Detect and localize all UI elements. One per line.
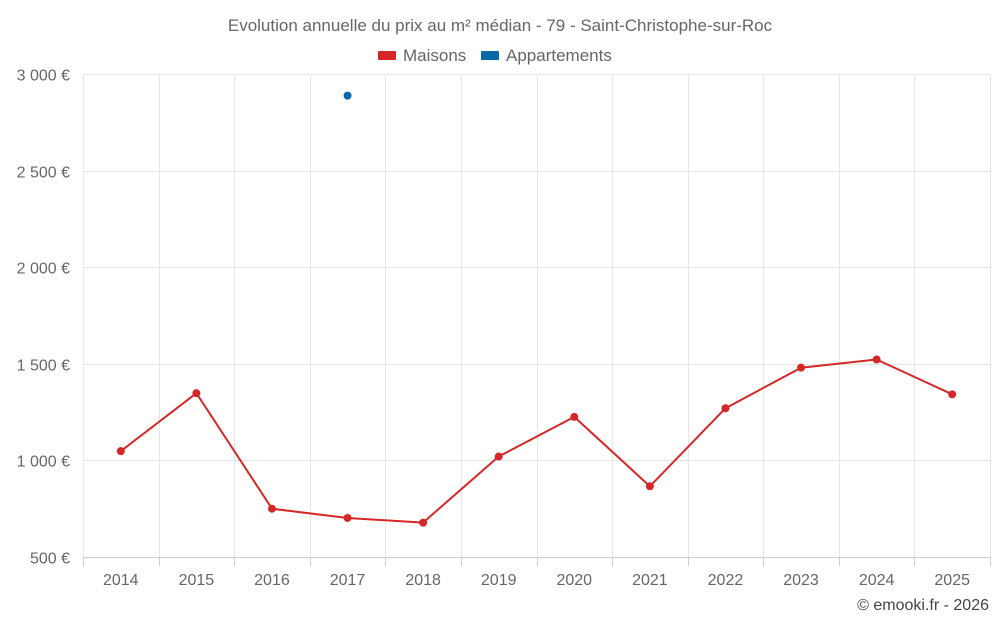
x-tick-label: 2023 [783,572,819,589]
data-point-maisons-2020[interactable] [570,412,579,421]
data-point-maisons-2017[interactable] [343,513,352,522]
data-point-maisons-2019[interactable] [494,452,503,461]
x-tick-label: 2018 [405,572,441,589]
y-tick-label: 500 € [30,551,70,568]
y-tick-label: 2 500 € [17,165,70,182]
x-tick-label: 2021 [632,572,668,589]
y-tick-label: 1 500 € [17,358,70,375]
x-tick-label: 2019 [481,572,517,589]
legend-label-appartements: Appartements [506,46,612,65]
data-point-appartements-2017[interactable] [343,91,352,100]
x-tick-label: 2024 [859,572,895,589]
x-tick-label: 2025 [934,572,970,589]
series-maisons [116,355,957,527]
x-axis-ticks: 2014 2015 2016 2017 2018 2019 2020 2021 2022 2023… [83,557,991,589]
x-tick-label: 2022 [708,572,744,589]
data-point-maisons-2015[interactable] [192,389,201,398]
data-point-maisons-2014[interactable] [116,447,125,456]
legend-label-maisons: Maisons [403,46,466,65]
data-point-maisons-2021[interactable] [645,482,654,491]
x-tick-label: 2016 [254,572,290,589]
data-point-maisons-2024[interactable] [872,355,881,364]
x-tick-label: 2014 [103,572,139,589]
legend-item-maisons[interactable]: Maisons [378,46,466,65]
data-point-maisons-2022[interactable] [721,404,730,413]
y-gridlines [83,74,990,461]
legend-item-appartements[interactable]: Appartements [481,46,612,65]
chart-title: Evolution annuelle du prix au m² médian … [228,16,773,35]
data-point-maisons-2023[interactable] [797,363,806,372]
series-appartements [343,91,352,100]
y-axis-ticks: 3 000 € 2 500 € 2 000 € 1 500 € 1 000 € 500 € [17,68,70,568]
y-tick-label: 1 000 € [17,454,70,471]
data-point-maisons-2025[interactable] [948,390,957,399]
x-tick-label: 2020 [556,572,592,589]
x-tick-label: 2015 [179,572,215,589]
chart-credit: © emooki.fr - 2026 [857,597,989,614]
data-point-maisons-2018[interactable] [419,518,428,527]
data-point-maisons-2016[interactable] [267,504,276,513]
legend-swatch-maisons [378,51,396,60]
x-gridlines [83,74,991,557]
y-tick-label: 3 000 € [17,68,70,85]
legend: Maisons Appartements [378,46,612,65]
series-line-maisons [120,358,953,524]
legend-swatch-appartements [481,51,499,60]
series-layer [116,91,957,527]
y-tick-label: 2 000 € [17,261,70,278]
x-tick-label: 2017 [330,572,366,589]
